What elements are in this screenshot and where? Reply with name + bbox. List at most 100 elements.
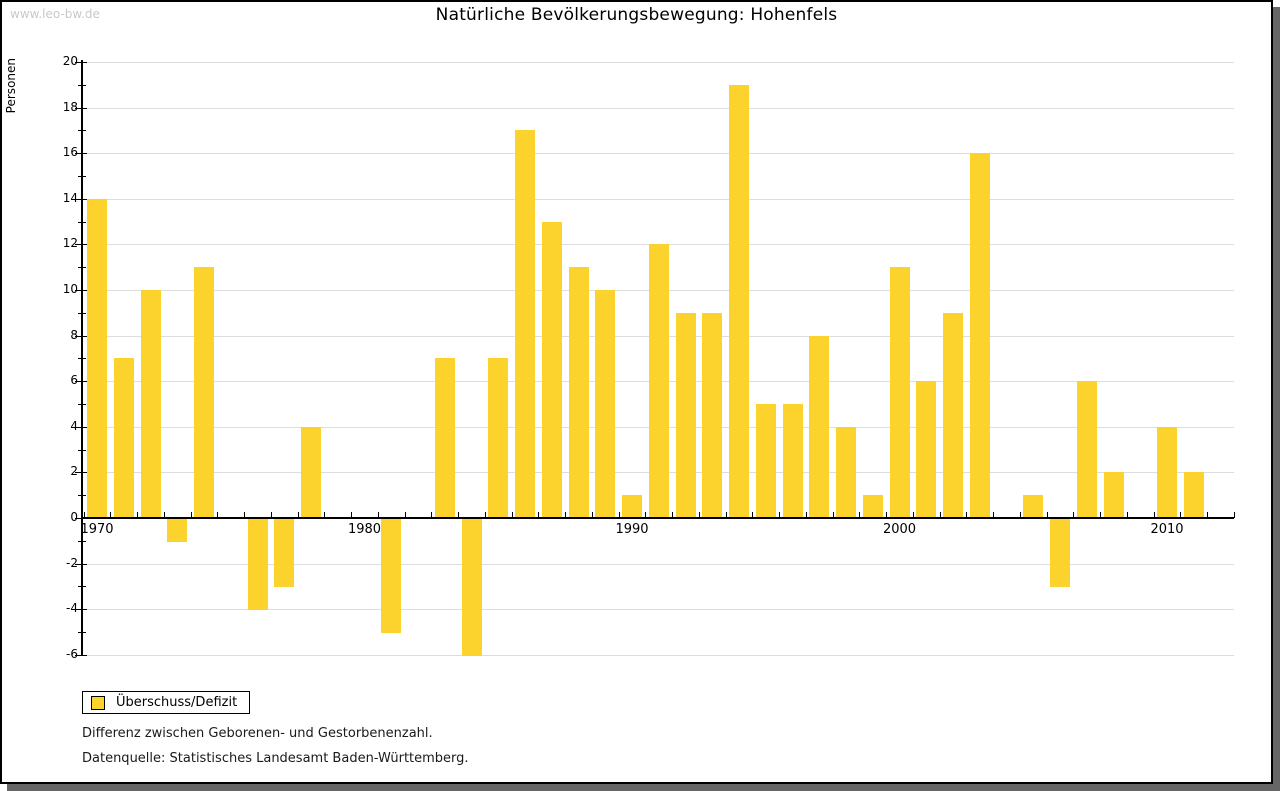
y-tick-label: 12 [62,236,78,251]
x-tick [297,512,299,518]
x-tick [458,512,460,518]
x-tick [137,512,139,518]
bar-2006 [1050,519,1070,588]
bar-1995 [755,404,776,518]
footnote-description: Differenz zwischen Geborenen- und Gestor… [82,726,433,741]
bar-2011 [1183,472,1204,518]
bar-2000 [889,267,910,518]
bar-1999 [862,495,883,518]
x-tick [511,512,513,518]
x-tick [591,512,593,518]
gridline [83,62,1234,63]
bar-2002 [943,312,963,518]
bar-1973 [167,519,188,542]
x-tick [1100,512,1102,518]
x-tick [1207,512,1209,518]
y-tick-label: -2 [66,555,78,570]
x-tick [832,512,834,518]
bar-2001 [916,381,937,518]
x-tick-label: 2010 [1150,522,1184,537]
chart-title: Natürliche Bevölkerungsbewegung: Hohenfe… [435,5,838,25]
x-tick [912,512,914,518]
x-tick [672,512,674,518]
x-tick [859,512,861,518]
x-tick [83,512,85,518]
bar-1997 [809,335,830,518]
bar-2007 [1076,381,1097,518]
bar-2008 [1103,472,1124,518]
gridline [83,107,1234,109]
bar-1993 [702,312,723,518]
x-tick [1153,512,1155,518]
bar-1970 [87,198,107,518]
x-tick [993,512,995,518]
gridline [83,198,1234,200]
x-tick [217,512,219,518]
bar-1996 [782,404,803,518]
gridline [83,654,1234,656]
x-tick [725,512,727,518]
bar-1981 [381,519,402,633]
watermark: www.leo-bw.de [10,7,100,21]
y-axis-line [81,60,83,656]
gridline [83,563,1234,565]
x-tick [645,512,647,518]
y-tick-label: 4 [70,418,78,433]
y-tick-label: 18 [62,99,78,114]
bar-1987 [541,221,562,518]
x-tick [752,512,754,518]
x-tick [939,512,941,518]
legend-box: Überschuss/Defizit [82,691,251,714]
x-axis-line [81,517,1234,519]
x-tick [163,512,165,518]
x-tick [1073,512,1075,518]
gridline [83,153,1234,155]
legend-label: Überschuss/Defizit [116,695,238,710]
y-tick-label: -4 [66,601,78,616]
x-tick [1126,512,1128,518]
y-tick-label: 20 [62,54,78,68]
bar-1984 [461,519,482,656]
x-tick [565,512,567,518]
x-tick [431,512,433,518]
y-tick-label: 8 [70,327,78,342]
x-tick [698,512,700,518]
x-tick [110,512,112,518]
y-tick-label: 6 [70,373,78,388]
x-tick [351,512,353,518]
x-tick [1046,512,1048,518]
x-tick [966,512,968,518]
bar-1998 [836,426,856,518]
bar-2005 [1023,495,1044,518]
x-tick [324,512,326,518]
bar-1978 [301,426,321,518]
x-tick [1019,512,1021,518]
x-tick [618,512,620,518]
y-tick-label: 10 [62,282,78,296]
bar-1989 [595,290,616,518]
x-tick [244,512,246,518]
x-tick [190,512,192,518]
x-tick [886,512,888,518]
bar-1977 [274,519,295,588]
bar-1990 [622,495,642,518]
x-tick [404,512,406,518]
bar-1971 [113,358,134,518]
y-tick-label: -6 [66,646,78,661]
bar-1994 [729,84,749,518]
x-tick-label: 1980 [347,522,382,537]
legend-swatch-icon [91,695,105,710]
x-tick-label: 2000 [882,522,917,537]
x-tick [270,512,272,518]
bar-1985 [488,358,509,518]
bar-2003 [969,153,990,518]
y-tick-label: 2 [70,464,78,479]
x-tick [1233,512,1235,518]
gridline [83,609,1234,611]
y-tick-label: 16 [62,145,78,160]
bar-1974 [194,267,214,518]
x-tick [779,512,781,518]
